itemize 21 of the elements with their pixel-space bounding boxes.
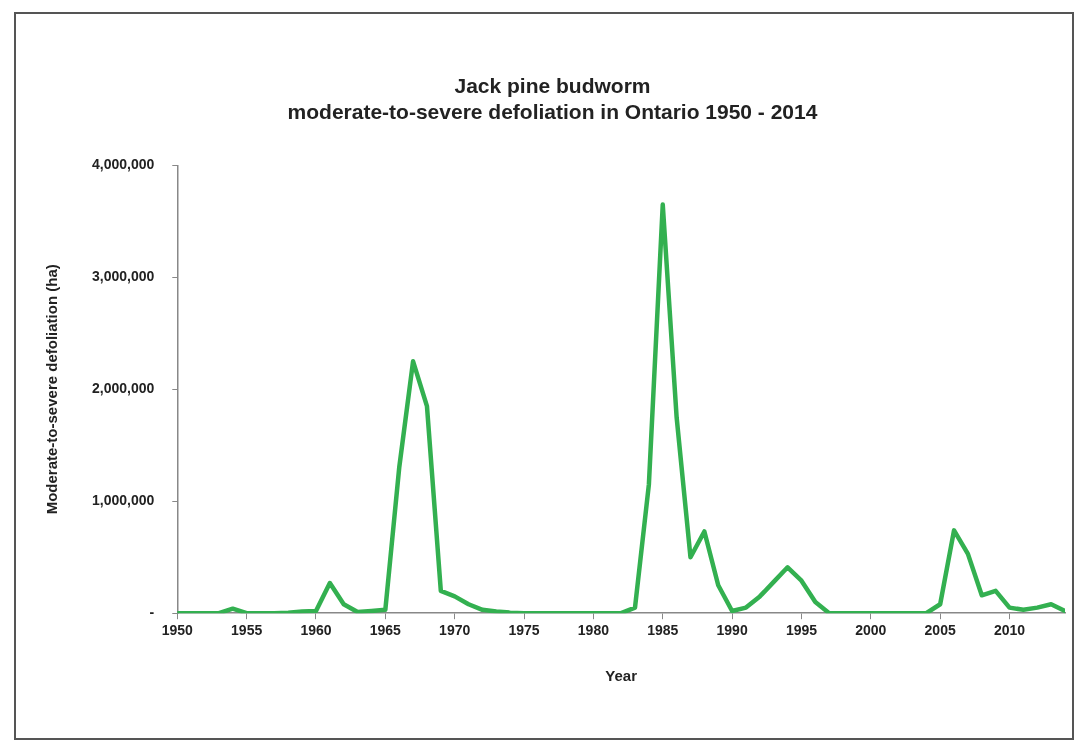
x-axis-title: Year [605, 667, 638, 685]
x-tick-label: 2005 [924, 622, 956, 639]
x-tick-label: 1950 [161, 622, 194, 639]
x-tick-label: 2000 [855, 622, 887, 639]
y-tick-label: 3,000,000 [91, 268, 155, 285]
x-tick-label: 2010 [993, 622, 1026, 639]
y-tick-label: 4,000,000 [91, 156, 155, 173]
y-tick-label: 1,000,000 [91, 492, 155, 509]
x-tick-label: 1960 [300, 622, 332, 639]
x-tick-label: 1985 [647, 622, 679, 639]
x-tick-label: 1990 [716, 622, 748, 639]
chart-title: Jack pine budworm moderate-to-severe defoliation in Ontario 1950 - 2014 [287, 74, 818, 123]
y-tick-label: - [149, 604, 155, 621]
x-tick-label: 1965 [369, 622, 402, 639]
y-tick-label: 2,000,000 [91, 380, 155, 397]
x-tick-label: 1980 [577, 622, 610, 639]
x-tick-label: 1975 [508, 622, 540, 639]
y-axis-title: Moderate-to-severe defoliation (ha) [43, 264, 61, 515]
x-tick-label: 1995 [785, 622, 818, 639]
x-tick-label: 1970 [439, 622, 471, 639]
x-tick-label: 1955 [231, 622, 263, 639]
